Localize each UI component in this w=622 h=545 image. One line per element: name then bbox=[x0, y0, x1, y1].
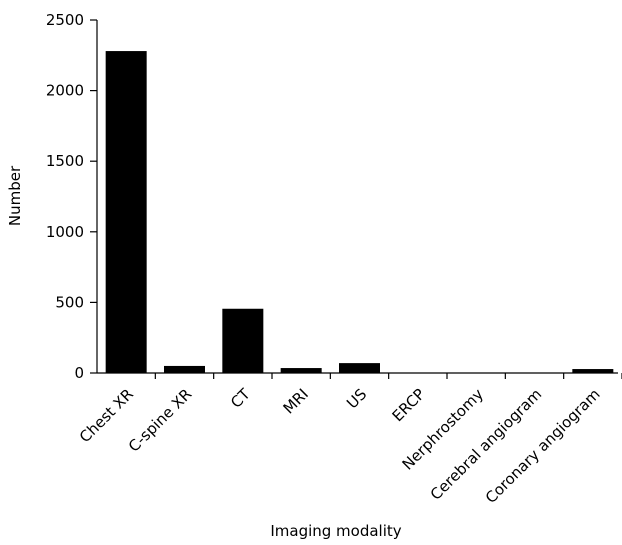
bar bbox=[339, 363, 380, 373]
y-tick-label: 2500 bbox=[46, 11, 84, 29]
x-tick-label: CT bbox=[227, 385, 254, 412]
x-tick-label: US bbox=[343, 385, 370, 412]
bar bbox=[280, 368, 322, 373]
x-axis-label: Imaging modality bbox=[270, 522, 401, 540]
bars-group bbox=[105, 51, 614, 374]
bar bbox=[105, 51, 147, 374]
bar bbox=[164, 365, 205, 373]
bar bbox=[572, 369, 614, 373]
x-tick-label: MRI bbox=[280, 385, 312, 417]
x-tick-label: Chest XR bbox=[76, 385, 137, 446]
y-tick-label: 1000 bbox=[46, 223, 84, 241]
y-tick-label: 0 bbox=[74, 364, 84, 382]
y-tick-label: 1500 bbox=[46, 152, 84, 170]
bar bbox=[222, 308, 264, 373]
x-tick-label: Coronary angiogram bbox=[482, 385, 604, 507]
y-axis-label: Number bbox=[6, 165, 24, 226]
y-ticks-group: 0 500 1000 1500 2000 2500 bbox=[46, 11, 97, 382]
x-tick-label: C-spine XR bbox=[125, 385, 195, 455]
x-tick-label: ERCP bbox=[389, 385, 429, 425]
x-tick-label: Cerebral angiogram bbox=[427, 385, 546, 504]
y-tick-label: 2000 bbox=[46, 82, 84, 100]
y-tick-label: 500 bbox=[55, 293, 84, 311]
x-ticks-group: Chest XRC-spine XR CT MRI US ERCPNerphrostom… bbox=[76, 373, 622, 507]
